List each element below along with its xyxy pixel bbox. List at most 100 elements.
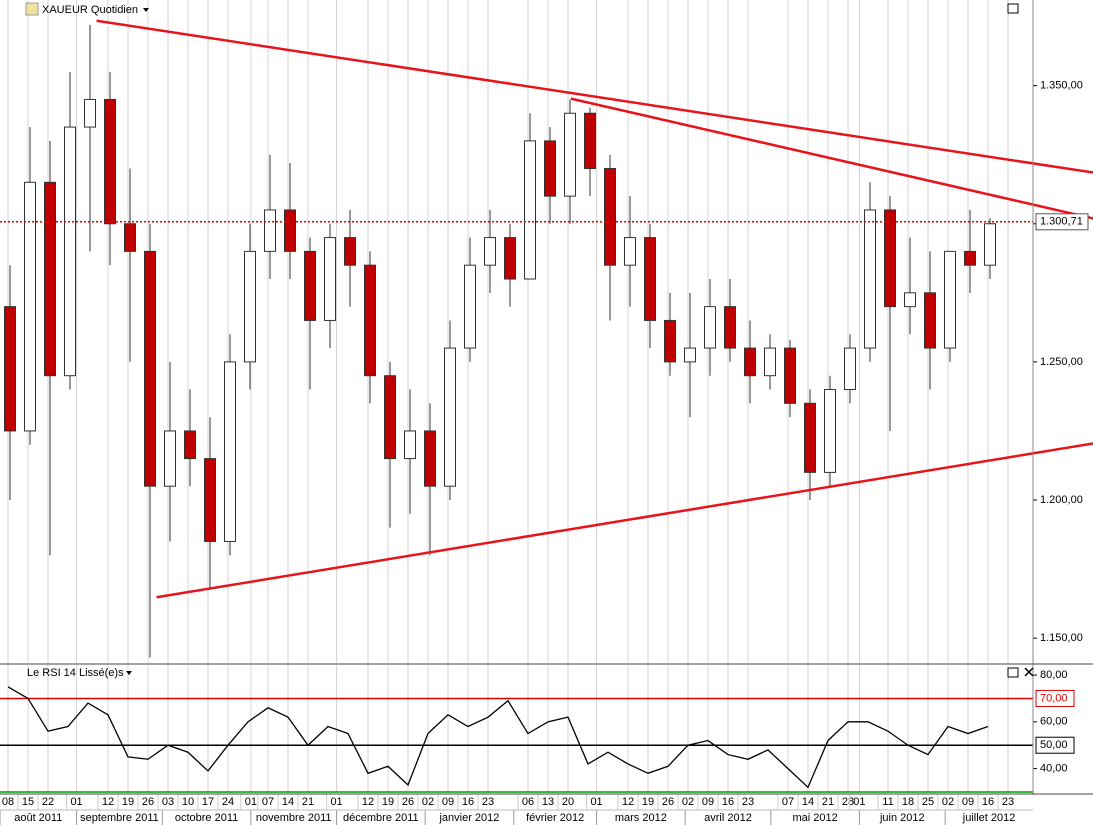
candle-body [744,347,756,377]
candle-body [924,292,936,349]
month-label: décembre 2011 [343,812,419,824]
candle-body [164,430,176,487]
candle-body [764,347,776,377]
candle-body [784,347,796,404]
month-label: août 2011 [14,812,62,824]
candle-body [84,98,96,128]
candle-body [604,168,616,266]
x-tick-label: 01 [245,796,257,808]
chart-title[interactable]: XAUEUR Quotidien [42,4,138,16]
candle-body [624,237,636,266]
x-tick-label: 14 [802,796,814,808]
x-tick-label: 20 [562,796,574,808]
candle-body [664,319,676,363]
x-tick-label: 09 [702,796,714,808]
candle-body [124,223,136,252]
x-tick-label: 02 [942,796,954,808]
x-tick-label: 26 [662,796,674,808]
candle-body [204,458,216,542]
maximize-button[interactable] [1007,3,1019,14]
candle-body [324,237,336,321]
y-tick-label: 1.350,00 [1040,80,1083,92]
x-tick-label: 19 [382,796,394,808]
candle-body [944,250,956,349]
candle-body [64,126,76,377]
candle-body [444,347,456,487]
candle-body [704,306,716,349]
month-label: février 2012 [526,812,584,824]
candle-body [584,112,596,170]
candle-body [504,237,516,280]
x-tick-label: 26 [142,796,154,808]
x-tick-label: 01 [853,796,865,808]
candle-body [804,402,816,473]
x-tick-label: 28 [842,796,854,808]
x-tick-label: 17 [202,796,214,808]
x-tick-label: 25 [922,796,934,808]
candle-body [244,250,256,363]
x-tick-label: 19 [122,796,134,808]
x-tick-label: 15 [22,796,34,808]
candle-body [824,389,836,473]
trend-line [570,97,1093,220]
x-tick-label: 07 [262,796,274,808]
candle-body [564,112,576,197]
x-tick-label: 26 [402,796,414,808]
month-label: septembre 2011 [80,812,159,824]
x-tick-label: 16 [462,796,474,808]
month-label: avril 2012 [704,812,752,824]
last-price-box [1035,213,1089,231]
month-label: octobre 2011 [175,812,238,824]
x-tick-label: 03 [162,796,174,808]
maximize-button[interactable] [1007,667,1019,678]
x-tick-label: 21 [822,796,834,808]
level-box [1035,736,1075,754]
x-tick-label: 14 [282,796,294,808]
candle-body [724,306,736,349]
candle-body [904,292,916,308]
dropdown-arrow[interactable] [143,8,149,12]
pencil-icon[interactable] [25,2,39,16]
x-tick-label: 24 [222,796,234,808]
x-tick-label: 16 [722,796,734,808]
x-tick-label: 02 [682,796,694,808]
x-tick-label: 02 [422,796,434,808]
y-tick-label: 1.200,00 [1040,494,1083,506]
month-label: juin 2012 [879,812,925,824]
level-label: 70,00 [1040,692,1068,704]
x-tick-label: 23 [1002,796,1014,808]
x-tick-label: 01 [330,796,342,808]
indicator-title[interactable]: Le RSI 14 Lissé(e)s [27,667,124,679]
close-button[interactable] [1024,667,1034,677]
x-tick-label: 21 [302,796,314,808]
candle-body [44,181,56,377]
x-tick-label: 06 [522,796,534,808]
x-tick-label: 23 [742,796,754,808]
candle-body [464,264,476,349]
x-tick-label: 18 [902,796,914,808]
x-tick-label: 01 [70,796,82,808]
x-tick-label: 12 [362,796,374,808]
x-tick-label: 09 [962,796,974,808]
x-tick-label: 10 [182,796,194,808]
candle-body [224,361,236,542]
candle-body [964,250,976,266]
candle-body [4,306,16,432]
candle-body [184,430,196,460]
candle-body [684,347,696,363]
x-tick-label: 12 [622,796,634,808]
x-tick-label: 08 [2,796,14,808]
x-tick-label: 01 [590,796,602,808]
level-label: 50,00 [1040,739,1068,751]
dropdown-arrow[interactable] [126,671,132,675]
candle-body [404,430,416,460]
candle-body [264,209,276,252]
y-tick-label: 80,00 [1040,669,1068,681]
level-box [1035,689,1075,707]
x-tick-label: 19 [642,796,654,808]
month-label: mai 2012 [793,812,838,824]
candle-body [864,209,876,349]
